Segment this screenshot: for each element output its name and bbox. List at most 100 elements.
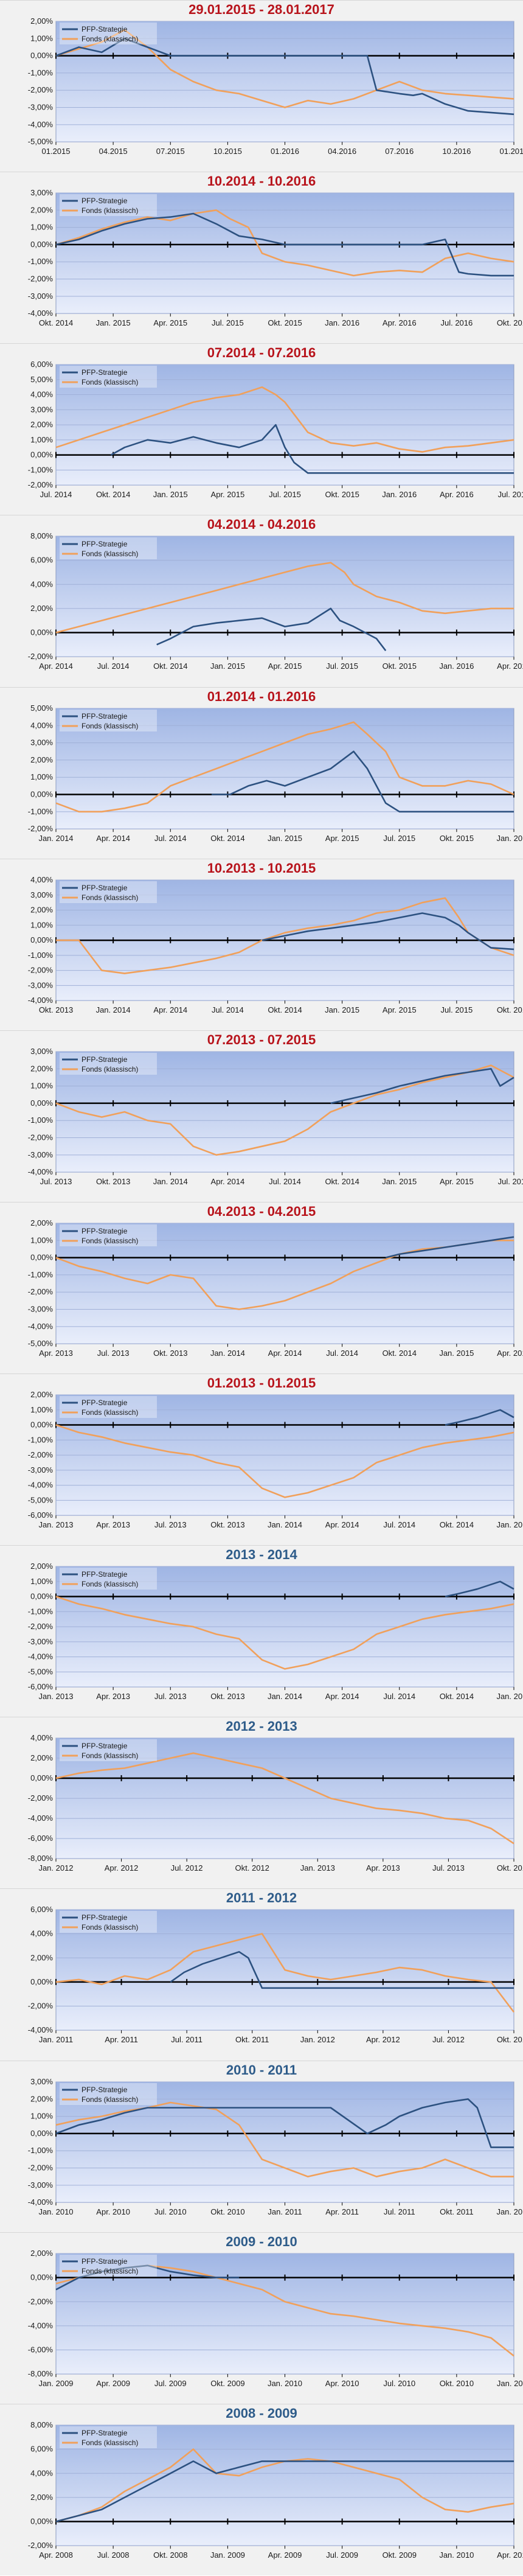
x-tick-label: Okt. 2010 <box>440 2379 474 2388</box>
y-tick-label: 0,00% <box>30 628 53 637</box>
x-tick-label: Jul. 2014 <box>383 1692 415 1701</box>
y-tick-label: 4,00% <box>30 721 53 730</box>
x-tick-label: Jul. 2015 <box>212 318 244 327</box>
y-tick-label: -3,00% <box>28 291 54 301</box>
legend-label: Fonds (klassisch) <box>81 2095 138 2104</box>
y-tick-label: 2,00% <box>30 2094 53 2103</box>
y-tick-label: -8,00% <box>28 1854 54 1863</box>
x-tick-label: Apr. 2008 <box>39 2550 73 2560</box>
chart-svg: 2,00%1,00%0,00%-1,00%-2,00%-3,00%-4,00%-… <box>0 1374 523 1546</box>
x-tick-label: Apr. 2015 <box>211 490 245 499</box>
y-tick-label: 6,00% <box>30 360 53 369</box>
y-tick-label: -1,00% <box>28 1115 54 1125</box>
y-tick-label: 0,00% <box>30 2272 53 2281</box>
x-tick-label: Jul. 2013 <box>154 1520 187 1529</box>
x-tick-label: 10.2015 <box>213 147 242 156</box>
x-tick-label: Okt. 2010 <box>210 2207 244 2216</box>
y-tick-label: -5,00% <box>28 1667 54 1677</box>
chart-svg: 3,00%2,00%1,00%0,00%-1,00%-2,00%-3,00%-4… <box>0 1031 523 1202</box>
x-tick-label: Jul. 2014 <box>212 1005 244 1014</box>
x-tick-label: Apr. 2013 <box>96 1692 130 1701</box>
x-tick-label: Okt. 2016 <box>497 318 523 327</box>
x-tick-label: Jan. 2013 <box>300 1863 335 1873</box>
legend-label: Fonds (klassisch) <box>81 1237 138 1245</box>
y-tick-label: 6,00% <box>30 1905 53 1914</box>
x-tick-label: Okt. 2009 <box>383 2550 417 2560</box>
y-tick-label: 0,00% <box>30 935 53 944</box>
y-tick-label: -2,00% <box>28 652 54 661</box>
x-tick-label: Okt. 2015 <box>383 662 417 671</box>
y-tick-label: -1,00% <box>28 1435 54 1444</box>
y-tick-label: 3,00% <box>30 2077 53 2086</box>
x-tick-label: Apr. 2015 <box>497 1349 523 1358</box>
y-tick-label: 0,00% <box>30 2129 53 2138</box>
y-tick-label: 1,00% <box>30 1081 53 1090</box>
y-tick-label: 0,00% <box>30 51 53 60</box>
x-tick-label: Apr. 2011 <box>325 2207 359 2216</box>
x-tick-label: Apr. 2013 <box>96 1520 130 1529</box>
y-tick-label: -2,00% <box>28 274 54 284</box>
x-tick-label: Jul. 2014 <box>326 1349 358 1358</box>
y-tick-label: 1,00% <box>30 772 53 781</box>
x-tick-label: 04.2016 <box>328 147 356 156</box>
chart-svg: 6,00%4,00%2,00%0,00%-2,00%-4,00%Jan. 201… <box>0 1889 523 2061</box>
x-tick-label: Jan. 2015 <box>439 1349 474 1358</box>
legend-label: PFP-Strategie <box>81 2257 128 2266</box>
y-tick-label: -1,00% <box>28 466 54 475</box>
x-tick-label: Jul. 2012 <box>171 1863 203 1873</box>
legend-label: Fonds (klassisch) <box>81 1065 138 1073</box>
y-tick-label: 2,00% <box>30 1218 53 1227</box>
x-tick-label: Jul. 2011 <box>171 2036 203 2045</box>
y-tick-label: 3,00% <box>30 1047 53 1056</box>
legend-label: Fonds (klassisch) <box>81 2267 138 2275</box>
legend-label: PFP-Strategie <box>81 1913 128 1922</box>
legend-label: PFP-Strategie <box>81 1055 128 1064</box>
x-tick-label: 07.2016 <box>385 147 414 156</box>
chart-svg: 2,00%0,00%-2,00%-4,00%-6,00%-8,00%Jan. 2… <box>0 2233 523 2404</box>
y-tick-label: -3,00% <box>28 1637 54 1646</box>
x-tick-label: Apr. 2009 <box>96 2379 130 2388</box>
legend-label: Fonds (klassisch) <box>81 893 138 902</box>
x-tick-label: Jan. 2016 <box>325 318 359 327</box>
y-tick-label: -4,00% <box>28 309 54 318</box>
x-tick-label: Jul. 2015 <box>269 490 301 499</box>
chart-svg: 2,00%1,00%0,00%-1,00%-2,00%-3,00%-4,00%-… <box>0 1202 523 1374</box>
x-tick-label: Jan. 2015 <box>153 490 188 499</box>
x-tick-label: Jan. 2012 <box>496 2207 523 2216</box>
y-tick-label: -1,00% <box>28 257 54 266</box>
legend-label: PFP-Strategie <box>81 368 128 377</box>
chart-svg: 2,00%1,00%0,00%-1,00%-2,00%-3,00%-4,00%-… <box>0 1546 523 1717</box>
legend-label: PFP-Strategie <box>81 1227 128 1235</box>
y-tick-label: 0,00% <box>30 450 53 459</box>
x-tick-label: Okt. 2013 <box>153 1349 187 1358</box>
legend-label: Fonds (klassisch) <box>81 1751 138 1760</box>
x-tick-label: Okt. 2014 <box>440 1520 474 1529</box>
x-tick-label: Okt. 2014 <box>39 318 73 327</box>
x-tick-label: Jul. 2015 <box>498 1177 523 1186</box>
y-tick-label: -3,00% <box>28 1465 54 1475</box>
y-tick-label: -6,00% <box>28 1834 54 1843</box>
y-tick-label: -3,00% <box>28 2180 54 2189</box>
y-tick-label: 0,00% <box>30 1253 53 1262</box>
x-tick-label: Okt. 2014 <box>325 1177 359 1186</box>
y-tick-label: -1,00% <box>28 950 54 959</box>
x-tick-label: Apr. 2013 <box>366 1863 400 1873</box>
y-tick-label: 2,00% <box>30 1753 53 1762</box>
x-tick-label: Okt. 2013 <box>210 1520 244 1529</box>
y-tick-label: -2,00% <box>28 1793 54 1803</box>
x-tick-label: Jul. 2016 <box>498 490 523 499</box>
y-tick-label: -2,00% <box>28 1450 54 1459</box>
x-tick-label: Okt. 2011 <box>440 2207 473 2216</box>
x-tick-label: Apr. 2016 <box>440 490 474 499</box>
x-tick-label: Jul. 2013 <box>40 1177 72 1186</box>
x-tick-label: Apr. 2015 <box>440 1177 474 1186</box>
x-tick-label: Jan. 2010 <box>439 2550 474 2560</box>
x-tick-label: Jul. 2014 <box>383 1520 415 1529</box>
x-tick-label: Apr. 2015 <box>153 318 187 327</box>
y-tick-label: -4,00% <box>28 2197 54 2207</box>
x-tick-label: Jul. 2010 <box>154 2207 187 2216</box>
y-tick-label: -1,00% <box>28 2146 54 2155</box>
